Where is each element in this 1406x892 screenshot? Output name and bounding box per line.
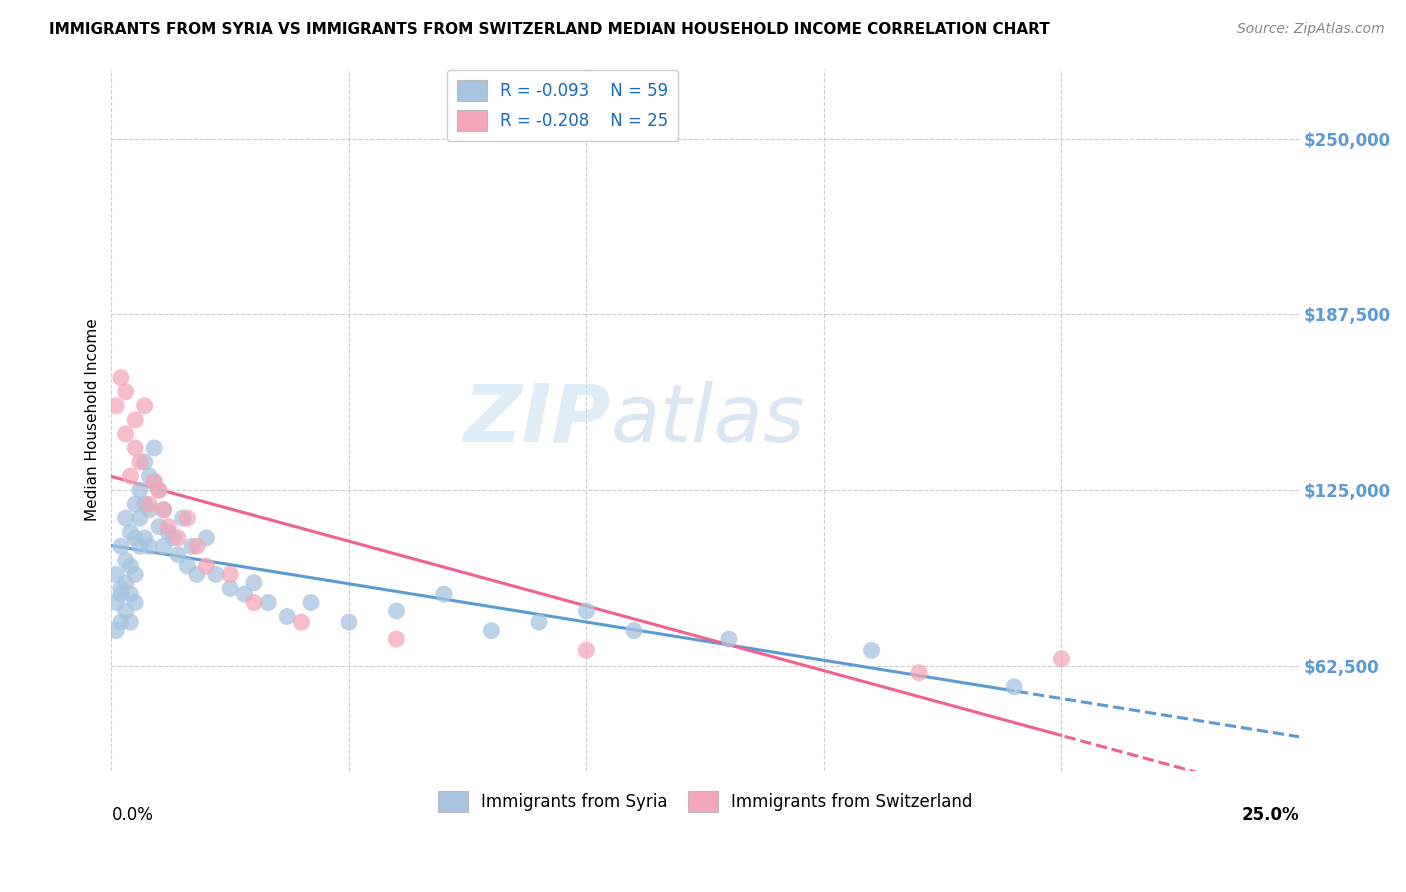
Point [385, 632, 408, 646]
Point [124, 567, 146, 582]
Point [120, 558, 142, 573]
Point [124, 595, 146, 609]
Text: atlas: atlas [610, 381, 806, 458]
Point [143, 475, 166, 489]
Text: IMMIGRANTS FROM SYRIA VS IMMIGRANTS FROM SWITZERLAND MEDIAN HOUSEHOLD INCOME COR: IMMIGRANTS FROM SYRIA VS IMMIGRANTS FROM… [49, 22, 1050, 37]
Point [157, 519, 180, 533]
Point [167, 548, 190, 562]
Point [1050, 651, 1073, 665]
Point [129, 455, 152, 469]
Point [138, 469, 160, 483]
Point [433, 587, 456, 601]
Point [120, 615, 142, 630]
Point [134, 399, 156, 413]
Point [186, 567, 208, 582]
Y-axis label: Median Household Income: Median Household Income [86, 318, 100, 521]
Point [134, 455, 156, 469]
Text: 0.0%: 0.0% [111, 806, 153, 824]
Point [120, 469, 142, 483]
Point [860, 643, 883, 657]
Point [114, 604, 136, 618]
Point [575, 643, 598, 657]
Point [110, 370, 132, 384]
Point [299, 595, 322, 609]
Point [195, 558, 218, 573]
Point [219, 582, 242, 596]
Point [129, 511, 152, 525]
Point [152, 502, 174, 516]
Point [157, 525, 180, 540]
Point [1002, 680, 1025, 694]
Point [138, 502, 160, 516]
Point [124, 413, 146, 427]
Text: Source: ZipAtlas.com: Source: ZipAtlas.com [1237, 22, 1385, 37]
Point [176, 511, 198, 525]
Point [243, 595, 266, 609]
Point [148, 519, 170, 533]
Point [143, 475, 166, 489]
Point [110, 587, 132, 601]
Point [110, 582, 132, 596]
Point [129, 539, 152, 553]
Point [717, 632, 740, 646]
Point [114, 511, 136, 525]
Point [167, 531, 190, 545]
Text: 25.0%: 25.0% [1241, 806, 1299, 824]
Point [181, 539, 204, 553]
Point [186, 539, 208, 553]
Point [105, 624, 128, 638]
Point [337, 615, 360, 630]
Point [623, 624, 645, 638]
Point [134, 497, 156, 511]
Legend: Immigrants from Syria, Immigrants from Switzerland: Immigrants from Syria, Immigrants from S… [432, 784, 979, 819]
Point [233, 587, 256, 601]
Point [152, 539, 174, 553]
Point [105, 399, 128, 413]
Point [114, 384, 136, 399]
Point [105, 567, 128, 582]
Point [124, 531, 146, 545]
Text: ZIP: ZIP [463, 381, 610, 458]
Point [148, 483, 170, 497]
Point [105, 595, 128, 609]
Point [276, 609, 298, 624]
Point [134, 531, 156, 545]
Point [575, 604, 598, 618]
Point [152, 502, 174, 516]
Point [290, 615, 312, 630]
Point [120, 525, 142, 540]
Point [110, 539, 132, 553]
Point [385, 604, 408, 618]
Point [176, 558, 198, 573]
Point [143, 441, 166, 455]
Point [124, 441, 146, 455]
Point [243, 575, 266, 590]
Point [138, 539, 160, 553]
Point [172, 511, 194, 525]
Point [219, 567, 242, 582]
Point [129, 483, 152, 497]
Point [527, 615, 550, 630]
Point [114, 575, 136, 590]
Point [148, 483, 170, 497]
Point [205, 567, 228, 582]
Point [124, 497, 146, 511]
Point [195, 531, 218, 545]
Point [138, 497, 160, 511]
Point [481, 624, 503, 638]
Point [162, 531, 184, 545]
Point [110, 615, 132, 630]
Point [114, 426, 136, 441]
Point [114, 553, 136, 567]
Point [908, 665, 931, 680]
Point [120, 587, 142, 601]
Point [257, 595, 280, 609]
